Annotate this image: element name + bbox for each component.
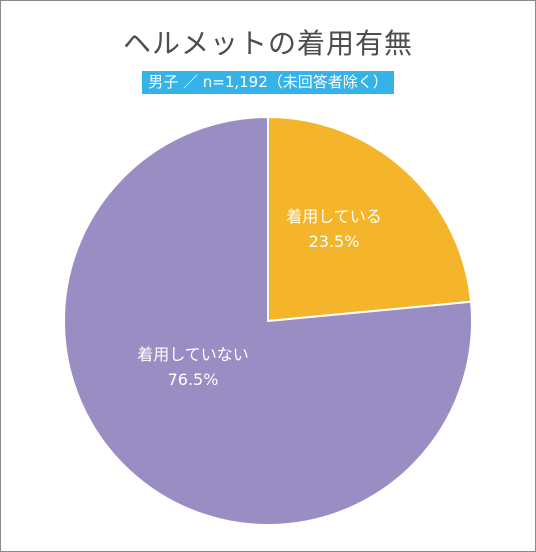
slice-value-not-wearing: 76.5% [168,370,219,389]
pie-slice-wearing [267,115,473,323]
slice-value-wearing: 23.5% [309,232,360,251]
pie-slice-not-wearing [63,115,473,526]
chart-title: ヘルメットの着用有無 [122,27,413,60]
chart-subtitle: 男子 ／ n=1,192（未回答者除く） [142,71,394,94]
subtitle-wrap: 男子 ／ n=1,192（未回答者除く） [0,71,536,94]
slice-label-wearing: 着用している [286,207,382,226]
slice-label-not-wearing: 着用していない [137,345,249,364]
